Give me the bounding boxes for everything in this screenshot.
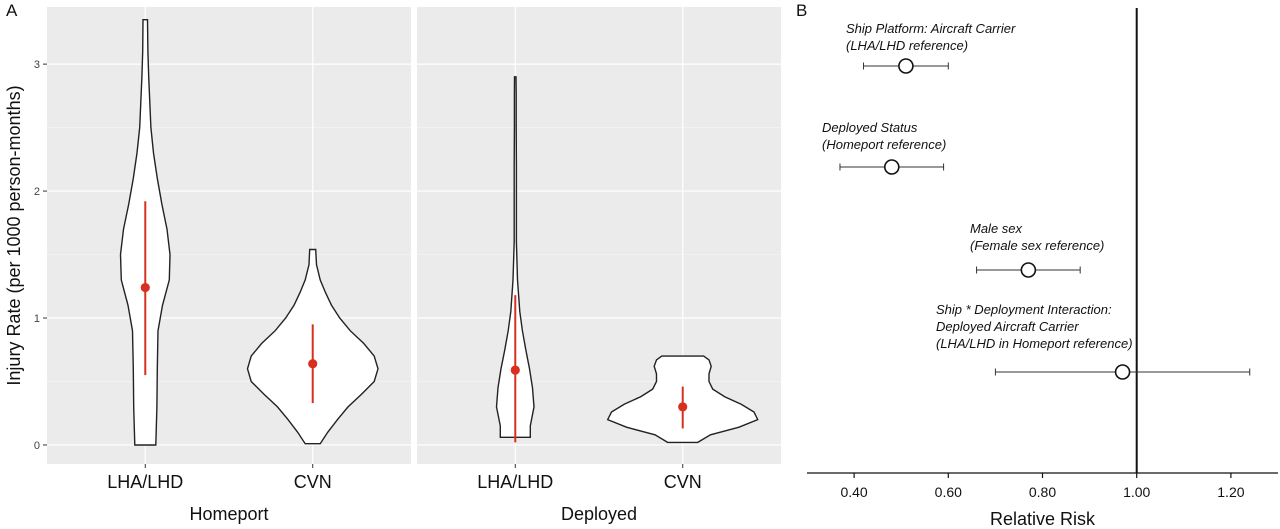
forest-plot: 0.40 0.60 0.80 1.00 1.20 Relative Risk Ship Pl… [807,8,1278,529]
estimate-label-line: Deployed Status [822,120,918,135]
forest-x-axis-label: Relative Risk [990,509,1096,529]
violin-chart: LHA/LHD CVN Homeport LHA/LHD CVN Deployed 0 1 2 3… [4,7,781,524]
y-tick-label: 1 [34,313,40,325]
y-tick-label: 3 [34,59,40,71]
forest-x-tick-label: 0.40 [840,484,867,500]
relative-risk-point [1114,364,1131,380]
violin-y-axis: 0 1 2 3 [34,59,47,452]
y-tick-label: 0 [34,440,40,452]
facet-deployed: LHA/LHD CVN Deployed [417,7,781,524]
estimate-label-line: Male sex [970,221,1023,236]
estimate-label-line: Ship * Deployment Interaction: [936,302,1112,317]
mean-point-homeport-cvn [308,359,318,369]
forest-x-tick-label: 0.80 [1029,484,1056,500]
mean-point-deployed-lha-lhd [510,365,520,375]
forest-row-2: Deployed Status (Homeport reference) [822,120,946,175]
relative-risk-point [1020,262,1037,278]
panel-background-deployed [417,7,781,464]
estimate-label-line: (Homeport reference) [822,137,946,152]
mean-point-homeport-lha-lhd [140,282,150,293]
violin-y-axis-label: Injury Rate (per 1000 person-months) [4,85,24,385]
x-tick-label-deployed-cvn: CVN [664,472,702,492]
forest-x-tick-label: 1.20 [1217,484,1244,500]
estimate-label-line: (LHA/LHD reference) [846,38,968,53]
violin-deployed-lha-lhd [495,76,535,438]
facet-homeport: LHA/LHD CVN Homeport [47,7,411,524]
facet-label-homeport: Homeport [189,504,268,524]
panel-b-letter: B [796,1,807,20]
forest-row-4: Ship * Deployment Interaction: Deployed A… [936,302,1251,380]
x-tick-label-deployed-lha-lhd: LHA/LHD [477,472,553,492]
panel-a-letter: A [6,1,18,20]
forest-row-1: Ship Platform: Aircraft Carrier (LHA/LHD … [846,21,1016,74]
violin-facets: LHA/LHD CVN Homeport LHA/LHD CVN Deployed 0 1 2 3 [34,7,781,524]
estimate-label-line: (LHA/LHD in Homeport reference) [936,336,1133,351]
estimate-label-line: (Female sex reference) [970,238,1104,253]
relative-risk-point [898,58,914,74]
forest-row-3: Male sex (Female sex reference) [970,221,1104,278]
facet-label-deployed: Deployed [561,504,637,524]
estimate-label-line: Deployed Aircraft Carrier [936,319,1079,334]
forest-x-tick-label: 1.00 [1123,484,1150,500]
x-tick-label-homeport-lha-lhd: LHA/LHD [107,472,183,492]
y-tick-label: 2 [34,186,40,198]
relative-risk-point [883,159,900,175]
forest-x-tick-label: 0.60 [935,484,962,500]
mean-point-deployed-cvn [678,402,688,412]
estimate-label-line: Ship Platform: Aircraft Carrier [846,21,1016,36]
x-tick-label-homeport-cvn: CVN [294,472,332,492]
